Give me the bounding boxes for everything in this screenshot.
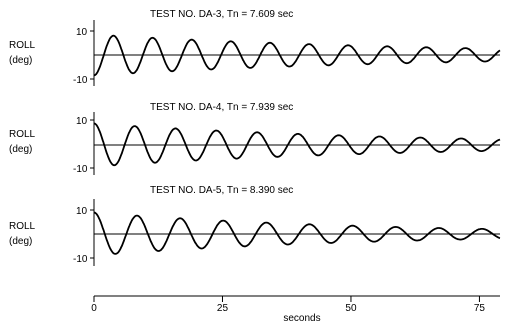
y-tick-label-bottom: -10 [73, 75, 88, 86]
y-tick-label-top: 10 [76, 116, 88, 127]
roll-trace [93, 211, 501, 255]
y-tick-label-top: 10 [76, 206, 88, 217]
roll-trace [93, 122, 501, 167]
y-axis-label-bottom: (deg) [9, 55, 32, 66]
y-tick-label-bottom: -10 [73, 254, 88, 265]
y-axis-label-top: ROLL [9, 129, 36, 140]
y-axis-label-bottom: (deg) [9, 144, 32, 155]
panel-title: TEST NO. DA-4, Tn = 7.939 sec [150, 102, 293, 113]
y-axis-label-top: ROLL [9, 40, 36, 51]
x-tick-label: 0 [91, 303, 97, 314]
panel-title: TEST NO. DA-3, Tn = 7.609 sec [150, 9, 293, 20]
panel-da-5: TEST NO. DA-5, Tn = 8.390 sec ROLL (deg)… [9, 185, 501, 266]
y-axis-label-bottom: (deg) [9, 236, 32, 247]
panel-da-4: TEST NO. DA-4, Tn = 7.939 sec ROLL (deg)… [9, 102, 501, 175]
y-axis-label-top: ROLL [9, 221, 36, 232]
x-axis-title: seconds [283, 313, 320, 324]
x-axis: seconds 0 25 50 75 [91, 295, 500, 324]
x-tick-label: 50 [345, 303, 357, 314]
x-tick-label: 25 [217, 303, 229, 314]
panel-title: TEST NO. DA-5, Tn = 8.390 sec [150, 185, 293, 196]
x-tick-label: 75 [474, 303, 486, 314]
y-tick-label-top: 10 [76, 27, 88, 38]
y-tick-label-bottom: -10 [73, 164, 88, 175]
roll-trace [93, 34, 501, 77]
panel-da-3: TEST NO. DA-3, Tn = 7.609 sec ROLL (deg)… [9, 9, 501, 86]
